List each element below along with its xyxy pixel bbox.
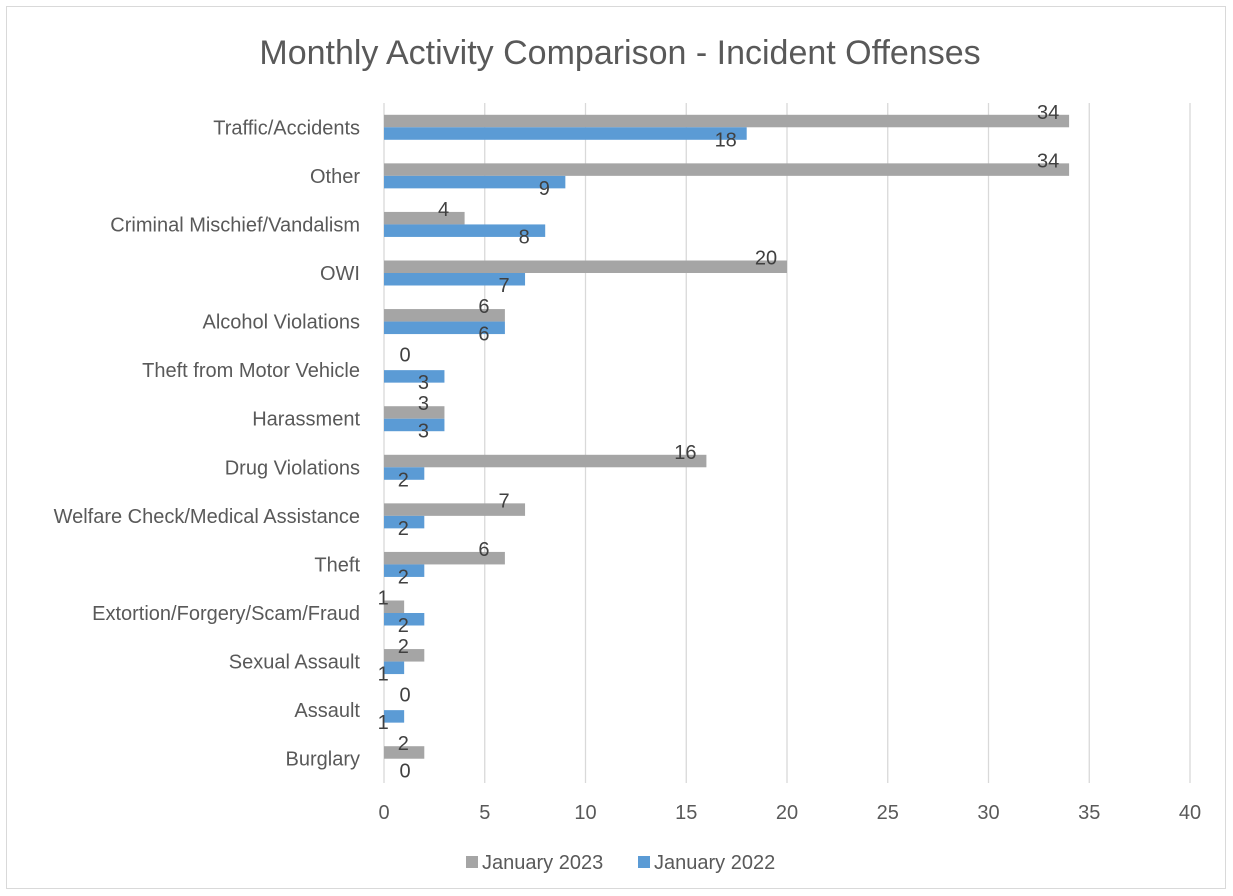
bar-january-2022-harassment	[384, 418, 445, 432]
bar-january-2022-welfare-check-medical-assistance	[384, 515, 425, 529]
x-tick-label: 20	[776, 802, 798, 824]
category-label-harassment: Harassment	[252, 409, 360, 431]
x-tick-label: 10	[574, 802, 596, 824]
data-label: 3	[418, 393, 429, 415]
data-label: 2	[398, 566, 409, 588]
legend-label-january-2022: January 2022	[654, 852, 775, 874]
legend-swatch-january-2022	[638, 856, 650, 868]
x-tick-label: 15	[675, 802, 697, 824]
bar-january-2022-other	[384, 175, 566, 189]
data-label: 6	[478, 539, 489, 561]
data-label: 20	[755, 248, 777, 270]
bar-january-2023-drug-violations	[384, 454, 707, 468]
bar-january-2023-owi	[384, 260, 787, 273]
bar-january-2022-traffic-accidents	[384, 127, 747, 140]
data-label: 3	[418, 421, 429, 443]
data-label: 8	[519, 226, 530, 248]
data-label: 2	[398, 615, 409, 637]
data-label: 7	[498, 490, 509, 512]
category-label-welfare-check-medical-assistance: Welfare Check/Medical Assistance	[54, 506, 360, 528]
category-labels: Traffic/Accidents Other Criminal Mischief/…	[54, 117, 361, 770]
data-label: 2	[398, 733, 409, 755]
bar-january-2022-alcohol-violations	[384, 321, 505, 335]
bar-january-2023-traffic-accidents	[384, 114, 1070, 128]
legend: January 2023 January 2022	[466, 852, 775, 874]
legend-label-january-2023: January 2023	[482, 852, 603, 874]
bar-january-2023-welfare-check-medical-assistance	[384, 503, 526, 516]
data-label: 6	[478, 324, 489, 346]
category-label-assault: Assault	[294, 700, 360, 722]
data-label: 18	[715, 129, 737, 151]
data-label: 7	[498, 275, 509, 297]
x-tick-label: 25	[877, 802, 899, 824]
chart-frame	[6, 6, 1226, 889]
bar-january-2023-other	[384, 163, 1070, 176]
legend-swatch-january-2023	[466, 856, 478, 868]
data-label: 1	[378, 588, 389, 610]
data-label: 1	[378, 712, 389, 734]
x-tick-label: 30	[977, 802, 999, 824]
data-label: 1	[378, 664, 389, 686]
bar-january-2023-harassment	[384, 406, 445, 419]
category-label-theft-from-motor-vehicle: Theft from Motor Vehicle	[142, 360, 360, 382]
data-label: 0	[399, 345, 410, 367]
data-label: 0	[399, 761, 410, 783]
data-label: 4	[438, 199, 449, 221]
category-label-burglary: Burglary	[286, 749, 360, 771]
bar-january-2023-extortion-forgery-scam-fraud	[384, 600, 405, 613]
bar-january-2022-extortion-forgery-scam-fraud	[384, 613, 425, 626]
bar-january-2022-theft-from-motor-vehicle	[384, 370, 445, 383]
category-label-traffic-accidents: Traffic/Accidents	[213, 117, 360, 139]
bar-january-2022-drug-violations	[384, 467, 425, 480]
data-label: 9	[539, 178, 550, 200]
bar-january-2023-criminal-mischief-vandalism	[384, 211, 465, 225]
data-label: 0	[399, 685, 410, 707]
category-label-theft: Theft	[314, 554, 360, 576]
x-tick-label: 35	[1078, 802, 1100, 824]
bar-january-2023-sexual-assault	[384, 649, 425, 662]
category-label-alcohol-violations: Alcohol Violations	[202, 312, 360, 334]
bar-january-2023-theft	[384, 551, 505, 565]
category-label-sexual-assault: Sexual Assault	[229, 652, 361, 674]
gridlines	[383, 103, 1191, 783]
category-label-criminal-mischief-vandalism: Criminal Mischief/Vandalism	[110, 214, 360, 236]
bar-january-2022-assault	[384, 710, 405, 723]
data-label: 6	[478, 296, 489, 318]
x-axis-ticks: 0 5 10 15 20 25 30 35 40	[378, 802, 1201, 824]
category-label-extortion-forgery-scam-fraud: Extortion/Forgery/Scam/Fraud	[92, 603, 360, 625]
x-tick-label: 5	[479, 802, 490, 824]
x-tick-label: 40	[1179, 802, 1201, 824]
category-label-other: Other	[310, 166, 360, 188]
bar-january-2023-burglary	[384, 746, 425, 759]
data-label: 34	[1037, 102, 1059, 124]
chart-title: Monthly Activity Comparison - Incident O…	[259, 34, 980, 72]
data-label: 34	[1037, 150, 1059, 172]
category-label-drug-violations: Drug Violations	[225, 457, 360, 479]
data-label: 16	[674, 442, 696, 464]
bar-january-2022-criminal-mischief-vandalism	[384, 224, 546, 237]
bar-january-2022-theft	[384, 564, 425, 577]
data-label: 2	[398, 518, 409, 540]
x-tick-label: 0	[378, 802, 389, 824]
bar-january-2022-sexual-assault	[384, 661, 405, 675]
bar-january-2023-alcohol-violations	[384, 309, 505, 322]
data-label: 2	[398, 469, 409, 491]
data-label: 2	[398, 636, 409, 658]
bar-january-2022-owi	[384, 273, 526, 286]
category-label-owi: OWI	[320, 263, 360, 285]
data-label: 3	[418, 372, 429, 394]
